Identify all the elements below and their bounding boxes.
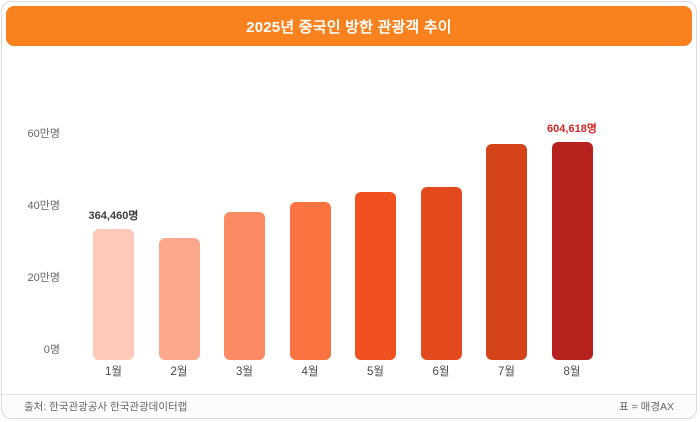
- x-axis-label: 7월: [498, 366, 515, 378]
- chart-title: 2025년 중국인 방한 관광객 추이: [246, 18, 452, 36]
- x-axis-label: 2월: [170, 366, 188, 378]
- bar-2월: [158, 237, 200, 360]
- y-axis-tick-label: 60만명: [27, 128, 60, 140]
- value-label-8월: 604,618명: [547, 123, 597, 136]
- x-axis-label: 8월: [563, 366, 581, 378]
- bar-3월: [224, 212, 265, 360]
- x-axis-label: 3월: [236, 366, 253, 378]
- x-axis-label: 5월: [367, 366, 384, 378]
- bar-5월: [355, 191, 396, 360]
- x-axis-label: 1월: [105, 366, 122, 378]
- bar-6월: [420, 187, 462, 360]
- bar-4월: [289, 201, 331, 360]
- y-axis-tick-label: 0명: [43, 344, 60, 356]
- y-axis-tick-label: 40만명: [27, 200, 60, 212]
- chart-header: 2025년 중국인 방한 관광객 추이: [6, 6, 692, 46]
- plot-area: 0명 20만명 40만명 60만명 1월 2월 3월 4월 5월 6월 7월 8월 364,460명 60…: [2, 45, 696, 395]
- credit-text: 표 = 매경AX: [619, 401, 674, 413]
- bar-1월: [93, 228, 134, 360]
- source-text: 출처: 한국관광공사 한국관광데이터랩: [24, 401, 188, 413]
- bar-7월: [486, 144, 527, 360]
- footer: 출처: 한국관광공사 한국관광데이터랩 표 = 매경AX: [2, 394, 696, 418]
- x-axis-label: 6월: [432, 366, 450, 378]
- bar-8월: [551, 142, 593, 360]
- x-axis-label: 4월: [301, 366, 319, 378]
- value-label-1월: 364,460명: [88, 209, 139, 222]
- y-axis-tick-label: 20만명: [27, 272, 60, 284]
